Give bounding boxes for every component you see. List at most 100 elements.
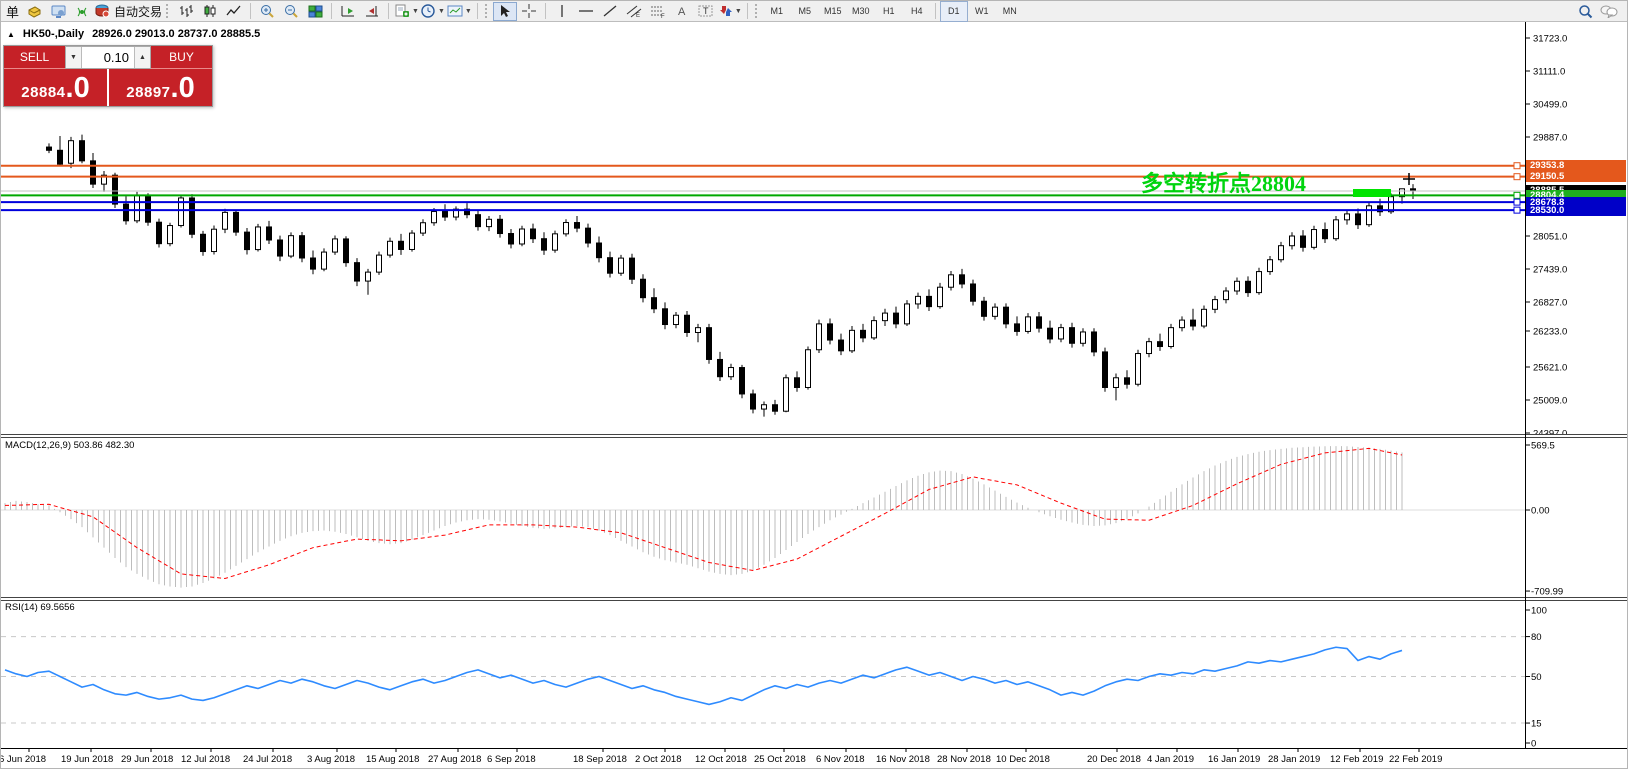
periods-button[interactable]: ▼ <box>420 2 446 21</box>
trendline-icon <box>603 4 617 18</box>
line-end-marker[interactable] <box>1513 206 1521 214</box>
svg-text:E: E <box>636 13 640 18</box>
dropdown-caret-icon: ▼ <box>437 7 445 15</box>
pane-splitter-rsi[interactable] <box>1 597 1627 601</box>
tf-M30[interactable]: M30 <box>852 6 870 16</box>
crosshair-tool-button[interactable] <box>517 2 541 21</box>
volume-value[interactable]: 0.10 <box>103 50 129 65</box>
line-end-marker[interactable] <box>1513 173 1521 181</box>
candle <box>189 197 195 235</box>
y-axis-tick: 25621.0 <box>1533 363 1567 374</box>
tf-M5[interactable]: M5 <box>798 6 812 16</box>
buy-button[interactable]: BUY <box>151 46 212 69</box>
new-order-box-button[interactable] <box>22 2 46 21</box>
bar-chart-button[interactable] <box>174 2 198 21</box>
line-end-marker[interactable] <box>1513 191 1521 199</box>
tf-H4[interactable]: H4 <box>911 6 923 16</box>
arrows-tool[interactable]: ▼ <box>718 2 743 21</box>
candle <box>640 278 646 299</box>
fibonacci-tool[interactable]: F <box>646 2 670 21</box>
rsi-axis-tick: 15 <box>1531 719 1542 730</box>
one-click-trading-panel: SELL ▼ 0.10 ▲ BUY 28884 .0 28897 .0 <box>3 45 213 107</box>
cursor-tool-button[interactable] <box>492 1 517 21</box>
candle <box>442 211 448 218</box>
volume-increase-button[interactable]: ▲ <box>134 47 150 68</box>
tile-windows-button[interactable] <box>303 2 327 21</box>
toolbar-grip <box>484 4 490 18</box>
cursor-icon <box>499 4 511 18</box>
candle <box>57 149 63 165</box>
zoom-out-icon <box>284 4 299 18</box>
tf-H1[interactable]: H1 <box>883 6 895 16</box>
candle <box>1311 229 1317 248</box>
auto-scroll-button[interactable] <box>336 2 360 21</box>
search-button[interactable] <box>1573 2 1597 21</box>
candle-chart-button[interactable] <box>198 2 222 21</box>
chart-shift-button[interactable] <box>360 2 384 21</box>
line-end-marker[interactable] <box>1513 198 1521 206</box>
candle <box>1256 271 1262 294</box>
x-axis-label: 12 Jul 2018 <box>181 754 231 765</box>
buy-price[interactable]: 28897 .0 <box>109 69 212 106</box>
collapse-triangle-icon[interactable]: ▲ <box>7 29 15 39</box>
tf-MN[interactable]: MN <box>1002 6 1017 16</box>
x-axis-label: 6 Nov 2018 <box>816 754 865 765</box>
autotrading-button[interactable]: 自动交易 <box>94 2 163 21</box>
macd-signal-line <box>4 447 1403 580</box>
vertical-line-tool[interactable] <box>550 2 574 21</box>
candle <box>46 146 52 151</box>
new-order-button[interactable]: ▼ <box>393 2 420 21</box>
x-axis-label: 15 Aug 2018 <box>366 754 420 765</box>
chart-text-annotation[interactable]: 多空转折点28804 <box>1141 171 1307 196</box>
tf-W1[interactable]: W1 <box>975 6 989 16</box>
horizontal-line-icon <box>578 6 594 16</box>
candle <box>1366 205 1372 226</box>
templates-button[interactable]: ▼ <box>446 2 473 21</box>
candle <box>123 203 129 222</box>
x-axis-label: 22 Feb 2019 <box>1389 754 1443 765</box>
highlight-rectangle[interactable] <box>1353 189 1391 197</box>
terminal-button[interactable] <box>46 2 70 21</box>
channel-tool[interactable]: E <box>622 2 646 21</box>
timeframe-bar: M1 M5 M15 M30 H1 H4 D1 W1 MN <box>763 1 1024 22</box>
tf-M1[interactable]: M1 <box>770 6 784 16</box>
candle <box>90 160 96 185</box>
candle <box>79 140 85 162</box>
toolbar-separator <box>544 3 546 19</box>
tf-D1[interactable]: D1 <box>939 1 968 22</box>
candle <box>321 251 327 270</box>
candle <box>145 195 151 223</box>
sell-button[interactable]: SELL <box>4 46 65 69</box>
candle <box>1157 341 1163 348</box>
text-label-tool[interactable]: T <box>694 2 718 21</box>
terminal-icon <box>51 5 66 18</box>
horizontal-line-tool[interactable] <box>574 2 598 21</box>
candle <box>167 225 173 245</box>
menu-item-orders[interactable]: 单 <box>6 4 20 20</box>
channel-icon: E <box>626 4 642 18</box>
candle <box>607 257 613 274</box>
sell-price[interactable]: 28884 .0 <box>4 69 107 106</box>
chat-button[interactable] <box>1597 2 1621 21</box>
tf-M15[interactable]: M15 <box>824 6 842 16</box>
volume-decrease-button[interactable]: ▼ <box>66 47 82 68</box>
zoom-out-button[interactable] <box>279 2 303 21</box>
candle <box>827 323 833 341</box>
x-axis-label: 6 Sep 2018 <box>487 754 536 765</box>
y-axis-tick: 27439.0 <box>1533 265 1567 276</box>
y-axis-tick: 26233.0 <box>1533 327 1567 338</box>
zoom-in-button[interactable] <box>255 2 279 21</box>
line-chart-button[interactable] <box>222 2 246 21</box>
trendline-tool[interactable] <box>598 2 622 21</box>
pane-splitter-macd[interactable] <box>1 434 1627 438</box>
candle <box>1179 319 1185 329</box>
line-end-marker[interactable] <box>1513 162 1521 170</box>
candle <box>574 222 580 229</box>
candle <box>1025 316 1031 332</box>
ohlc-values: 28926.0 29013.0 28737.0 28885.5 <box>92 28 261 40</box>
candle <box>970 283 976 302</box>
text-tool[interactable]: A <box>670 2 694 21</box>
signal-button[interactable] <box>70 2 94 21</box>
candle <box>277 239 283 257</box>
